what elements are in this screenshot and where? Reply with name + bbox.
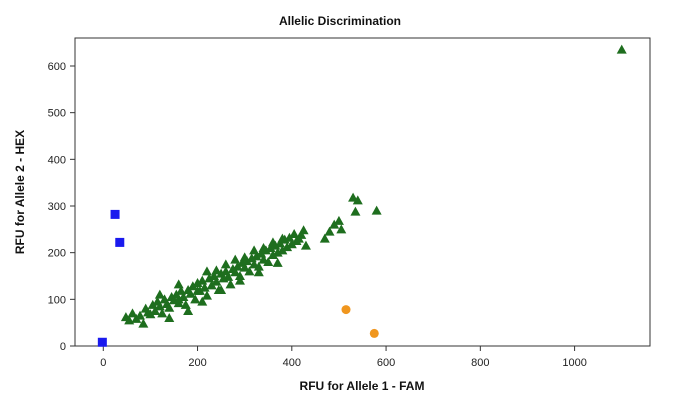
triangle-data-point [616, 44, 627, 54]
triangle-data-point [282, 242, 293, 252]
triangle-data-point [225, 279, 236, 289]
triangle-data-point [277, 233, 288, 243]
triangle-data-point [239, 262, 250, 272]
triangle-data-point [127, 308, 138, 318]
triangle-data-point [286, 239, 297, 249]
triangle-data-point [197, 296, 208, 306]
triangle-data-point [289, 229, 300, 238]
triangle-data-point [272, 247, 283, 257]
x-axis: 0 200 400 600 800 1000 [100, 346, 587, 369]
triangle-data-point [277, 245, 288, 255]
triangle-data-point [201, 266, 212, 276]
triangle-data-point [206, 280, 217, 290]
triangle-data-point [267, 237, 278, 247]
y-axis-label: RFU for Allele 2 - HEX [13, 130, 27, 254]
triangle-data-point [190, 294, 201, 304]
y-tick-label: 100 [48, 294, 66, 306]
triangle-data-point [258, 243, 269, 252]
triangle-data-point [197, 275, 208, 285]
triangle-data-point [220, 259, 231, 269]
triangle-data-point [336, 224, 347, 234]
triangle-data-point [352, 195, 363, 205]
y-tick-label: 300 [48, 201, 66, 213]
x-tick-label: 800 [471, 357, 489, 369]
triangle-data-point [164, 302, 175, 312]
square-data-point [97, 337, 107, 347]
y-tick-label: 600 [48, 61, 66, 73]
y-tick-label: 500 [48, 108, 66, 120]
y-axis: 0 100 200 300 400 500 600 [48, 61, 75, 353]
triangle-data-point [204, 273, 215, 283]
triangle-data-point [173, 294, 184, 304]
triangle-data-point [275, 238, 286, 248]
x-axis-label: RFU for Allele 1 - FAM [300, 379, 425, 393]
triangle-data-point [124, 315, 135, 325]
square-data-point [115, 237, 125, 247]
triangle-data-point [173, 279, 184, 289]
triangle-data-point [201, 290, 212, 300]
triangle-data-point [324, 226, 335, 236]
x-tick-label: 1000 [562, 357, 586, 369]
data-points [97, 44, 627, 347]
triangle-data-point [192, 285, 203, 295]
triangle-data-point [239, 252, 250, 262]
plot-area [74, 37, 651, 347]
triangle-data-point [138, 318, 149, 328]
triangle-data-point [284, 232, 295, 242]
triangle-data-point [232, 261, 243, 271]
triangle-data-point [319, 233, 330, 243]
triangle-data-point [371, 205, 382, 215]
triangle-data-point [157, 308, 168, 318]
triangle-data-point [211, 276, 222, 286]
triangle-data-point [135, 310, 146, 320]
triangle-data-point [230, 254, 241, 264]
triangle-data-point [234, 271, 245, 280]
square-data-point [110, 209, 120, 219]
triangle-data-point [272, 257, 283, 267]
triangle-data-point [267, 250, 278, 259]
triangle-data-point [253, 261, 264, 271]
triangle-data-point [154, 301, 165, 311]
triangle-data-point [183, 306, 194, 315]
triangle-data-point [211, 265, 222, 275]
triangle-data-point [263, 257, 274, 266]
triangle-data-point [150, 306, 161, 315]
chart-title: Allelic Discrimination [279, 14, 401, 28]
triangle-data-point [298, 225, 309, 235]
triangle-data-point [234, 275, 245, 285]
triangle-data-point [251, 251, 262, 261]
circle-data-point [341, 305, 351, 315]
y-tick-label: 400 [48, 154, 66, 166]
triangle-data-point [230, 267, 241, 277]
y-tick-label: 200 [48, 248, 66, 260]
triangle-data-point [187, 281, 198, 291]
triangle-data-point [350, 206, 361, 216]
triangle-data-point [185, 288, 196, 298]
x-tick-label: 200 [188, 357, 206, 369]
circle-data-point [369, 328, 379, 338]
triangle-data-point [199, 282, 210, 292]
triangle-data-point [216, 285, 227, 294]
triangle-data-point [223, 271, 234, 281]
triangle-data-point [244, 266, 255, 276]
triangle-data-point [296, 229, 307, 239]
triangle-data-point [300, 240, 311, 250]
triangle-data-point [192, 278, 203, 287]
triangle-data-point [249, 245, 260, 255]
y-tick-label: 0 [60, 341, 66, 353]
triangle-data-point [333, 215, 344, 225]
triangle-data-point [145, 309, 156, 319]
triangle-data-point [253, 267, 264, 277]
x-tick-label: 0 [100, 357, 106, 369]
x-tick-label: 600 [377, 357, 395, 369]
triangle-data-point [265, 243, 276, 252]
triangle-data-point [154, 289, 165, 299]
triangle-data-point [329, 219, 340, 229]
x-tick-label: 400 [283, 357, 301, 369]
triangle-data-point [164, 313, 175, 322]
triangle-data-point [348, 192, 359, 202]
